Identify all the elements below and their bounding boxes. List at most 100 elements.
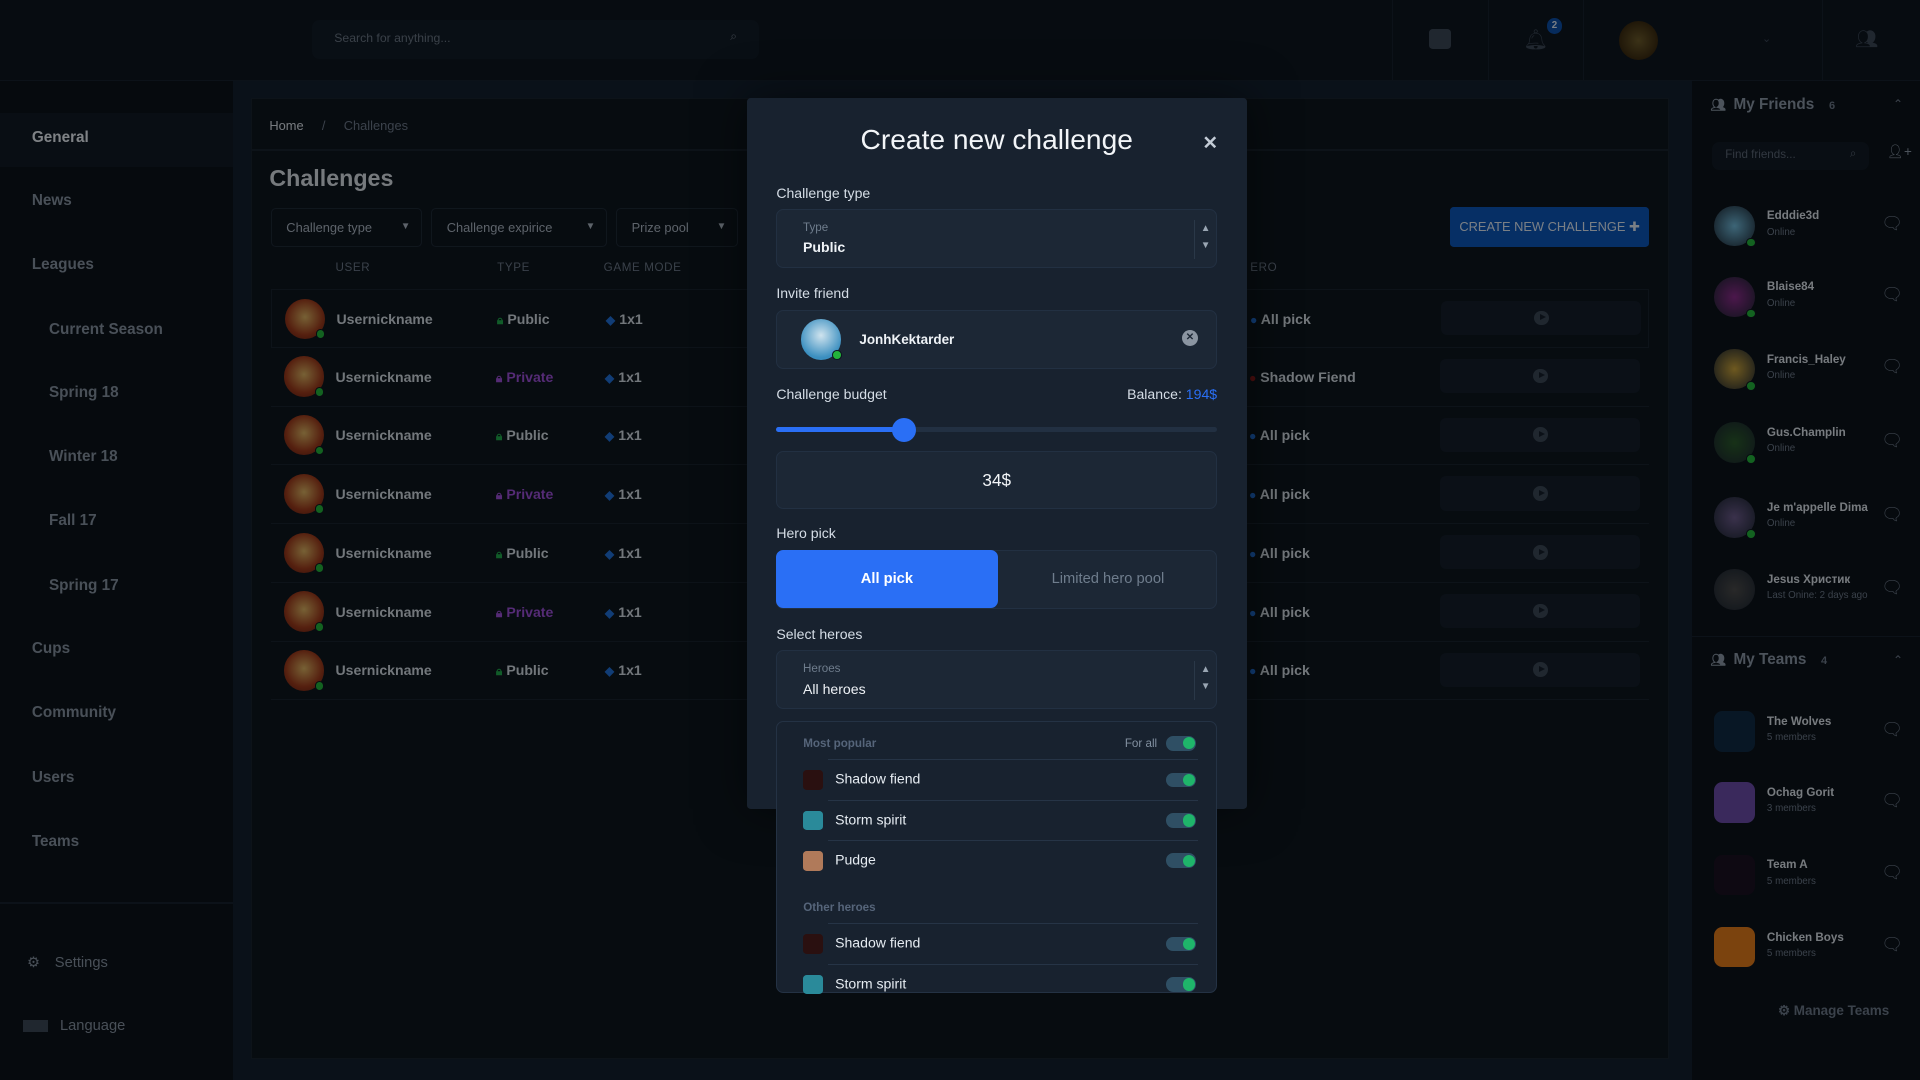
play-button[interactable] (1439, 417, 1640, 452)
chat-icon[interactable]: 🗨︎ (1881, 789, 1903, 810)
friends-header[interactable]: 👥︎ My Friends 6 (1710, 95, 1836, 113)
hero-item: Storm spirit (803, 974, 906, 995)
friend-item[interactable]: Francis_Haley Online 🗨︎ (1714, 348, 1910, 398)
friend-item[interactable]: Je m'appelle Dima Online 🗨︎ (1714, 497, 1910, 546)
gear-icon: ⚙ (26, 954, 41, 971)
sidebar-item[interactable]: Fall 17 (48, 511, 97, 529)
sidebar-item[interactable]: Winter 18 (48, 448, 118, 466)
hero-toggle[interactable] (1165, 813, 1197, 828)
filter-challenge-expiry[interactable]: Challenge expirice ▼ (431, 208, 608, 248)
for-all-toggle[interactable] (1165, 735, 1197, 751)
hero-pick-all[interactable]: All pick (776, 549, 998, 609)
search-icon[interactable]: ⌕ (730, 29, 738, 44)
hero-icon (803, 851, 823, 871)
friend-item[interactable]: Gus.Champlin Online 🗨︎ (1714, 422, 1910, 471)
play-button[interactable] (1439, 652, 1640, 687)
lock-icon: 🔒︎ (495, 605, 503, 620)
sidebar-item[interactable]: Leagues (31, 255, 94, 273)
lock-icon: 🔒︎ (496, 312, 504, 327)
chat-icon[interactable]: 🗨︎ (1881, 284, 1903, 305)
hero-icon: ● (1248, 664, 1257, 679)
sidebar-item[interactable]: Community (31, 704, 116, 722)
chevron-down-icon[interactable]: ⌄ (1762, 32, 1772, 45)
team-item[interactable]: Chicken Boys 5 members 🗨︎ (1714, 926, 1910, 976)
friend-item[interactable]: Blaise84 Online 🗨︎ (1714, 276, 1910, 326)
play-icon (1534, 310, 1549, 326)
group-icon[interactable]: 👥︎ (1855, 28, 1879, 50)
sidebar-language[interactable]: Language (23, 1018, 125, 1034)
manage-teams-link[interactable]: ⚙ Manage Teams (1777, 1002, 1890, 1018)
sidebar-item[interactable]: Teams (31, 832, 80, 850)
play-button[interactable] (1439, 476, 1640, 511)
dice-icon: ◆ (605, 312, 616, 327)
collapse-friends-icon[interactable]: ⌃ (1893, 96, 1904, 111)
language-icon (23, 1019, 48, 1032)
heroes-list (776, 721, 1218, 994)
collapse-teams-icon[interactable]: ⌃ (1893, 652, 1904, 667)
find-friends-input[interactable]: Find friends... ⌕ (1711, 142, 1869, 171)
create-challenge-button[interactable]: CREATE NEW CHALLENGE ✚ (1449, 206, 1650, 248)
sidebar-item[interactable]: Spring 17 (48, 576, 119, 594)
hero-toggle[interactable] (1165, 936, 1197, 952)
friends-icon: 👥︎ (1710, 97, 1727, 112)
chat-icon[interactable]: 🗨︎ (1881, 934, 1903, 955)
sidebar-item[interactable]: Cups (31, 640, 71, 658)
hero-icon: ● (1248, 605, 1257, 620)
chat-icon[interactable]: 🗨︎ (1881, 213, 1903, 234)
avatar (1714, 569, 1755, 610)
page-title: Challenges (269, 165, 394, 192)
sidebar-item[interactable]: Spring 18 (48, 384, 119, 402)
invite-friend-field[interactable]: JonhKektarder ✕ (776, 309, 1218, 369)
chat-icon[interactable]: 🗨︎ (1881, 504, 1903, 525)
breadcrumb-home[interactable]: Home (269, 117, 304, 133)
teams-header[interactable]: 👥︎ My Teams 4 (1710, 651, 1828, 669)
chat-icon[interactable]: 🗨︎ (1881, 429, 1903, 450)
lock-icon: 🔒︎ (495, 664, 503, 679)
chat-icon[interactable]: 🗨︎ (1881, 576, 1903, 597)
user-avatar[interactable] (1618, 20, 1658, 60)
sidebar-item[interactable]: News (31, 192, 72, 210)
chat-icon[interactable]: 🗨︎ (1881, 718, 1903, 739)
table-row[interactable]: Usernickname 🔒︎ Public ◆ 1x1 ● All pick (270, 524, 1650, 583)
play-button[interactable] (1439, 535, 1640, 570)
hero-toggle[interactable] (1165, 977, 1197, 992)
close-icon[interactable]: ✕ (1202, 132, 1218, 154)
slider-handle[interactable] (891, 417, 917, 443)
sidebar-item[interactable]: Current Season (48, 320, 163, 338)
play-icon (1533, 427, 1548, 442)
table-row[interactable]: Usernickname 🔒︎ Public ◆ 1x1 ● All pick (270, 642, 1650, 701)
add-friend-icon[interactable]: 👤︎+ (1886, 144, 1912, 160)
play-button[interactable] (1440, 300, 1641, 336)
hero-pick-limited[interactable]: Limited hero pool (1051, 570, 1165, 587)
search-input[interactable]: Search for anything... ⌕ (312, 19, 760, 59)
hero-toggle[interactable] (1165, 772, 1197, 788)
team-item[interactable]: The Wolves 5 members 🗨︎ (1714, 711, 1910, 760)
friend-item[interactable]: Edddie3d Online 🗨︎ (1714, 205, 1910, 255)
filter-prize-pool[interactable]: Prize pool ▼ (615, 208, 739, 248)
friend-item[interactable]: Jesus Христик Last Onine: 2 days ago 🗨︎ (1714, 569, 1910, 618)
budget-amount-input[interactable]: 34$ (776, 450, 1218, 510)
team-item[interactable]: Ochag Gorit 3 members 🗨︎ (1714, 782, 1910, 831)
chat-icon[interactable]: 🗨︎ (1881, 356, 1903, 377)
sidebar-item[interactable]: Users (31, 768, 75, 786)
heroes-select[interactable]: Heroes All heroes ▲ ▼ (776, 650, 1218, 709)
budget-slider[interactable] (776, 417, 1218, 443)
hero-item: Storm spirit (803, 810, 906, 831)
clear-icon[interactable]: ✕ (1181, 330, 1198, 347)
mail-icon[interactable] (1428, 29, 1451, 49)
bell-icon[interactable]: 🔔︎ (1523, 29, 1549, 52)
hero-icon (803, 934, 823, 954)
modal-title: Create new challenge (860, 123, 1133, 155)
filter-challenge-type[interactable]: Challenge type ▼ (270, 208, 423, 248)
play-button[interactable] (1439, 593, 1640, 629)
hero-toggle[interactable] (1165, 853, 1197, 869)
sidebar-settings[interactable]: ⚙ Settings (26, 954, 108, 971)
hero-icon: ● (1248, 546, 1257, 561)
challenge-type-select[interactable]: Type Public ▲ ▼ (776, 209, 1218, 269)
chat-icon[interactable]: 🗨︎ (1881, 862, 1903, 883)
play-button[interactable] (1439, 358, 1640, 394)
sidebar-item[interactable]: General (31, 128, 89, 146)
dice-icon: ◆ (604, 546, 615, 561)
